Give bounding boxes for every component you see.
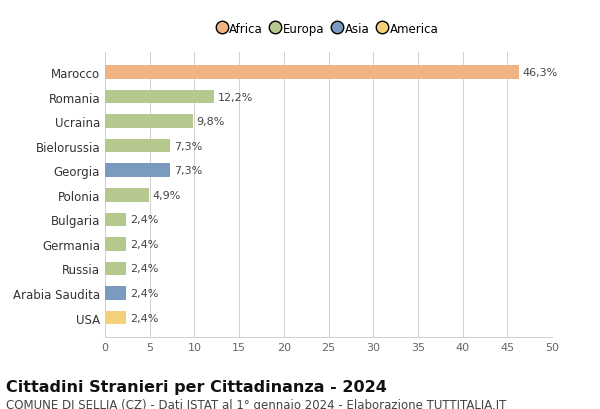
Text: 2,4%: 2,4% xyxy=(130,288,158,298)
Bar xyxy=(105,90,214,104)
Text: Cittadini Stranieri per Cittadinanza - 2024: Cittadini Stranieri per Cittadinanza - 2… xyxy=(6,380,387,395)
Legend: Africa, Europa, Asia, America: Africa, Europa, Asia, America xyxy=(215,19,442,39)
Text: 12,2%: 12,2% xyxy=(218,92,253,102)
Bar xyxy=(105,311,127,324)
Text: 4,9%: 4,9% xyxy=(152,190,181,200)
Text: COMUNE DI SELLIA (CZ) - Dati ISTAT al 1° gennaio 2024 - Elaborazione TUTTITALIA.: COMUNE DI SELLIA (CZ) - Dati ISTAT al 1°… xyxy=(6,398,506,409)
Text: 2,4%: 2,4% xyxy=(130,215,158,225)
Bar xyxy=(105,213,127,227)
Bar xyxy=(105,115,193,128)
Bar xyxy=(105,189,149,202)
Text: 2,4%: 2,4% xyxy=(130,264,158,274)
Text: 2,4%: 2,4% xyxy=(130,313,158,323)
Text: 9,8%: 9,8% xyxy=(196,117,224,127)
Bar xyxy=(105,139,170,153)
Bar xyxy=(105,238,127,251)
Bar xyxy=(105,262,127,276)
Text: 2,4%: 2,4% xyxy=(130,239,158,249)
Bar xyxy=(105,164,170,178)
Text: 7,3%: 7,3% xyxy=(174,166,202,176)
Text: 46,3%: 46,3% xyxy=(523,68,558,78)
Text: 7,3%: 7,3% xyxy=(174,142,202,151)
Bar xyxy=(105,66,519,80)
Bar xyxy=(105,287,127,300)
